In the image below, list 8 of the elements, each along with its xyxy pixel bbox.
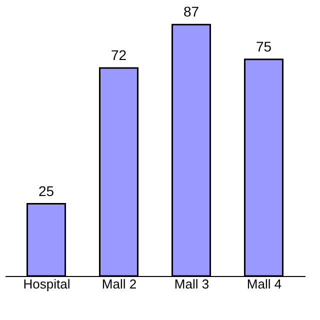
x-tick-label: Mall 3 [174,276,210,292]
x-tick-label: Hospital [23,276,70,292]
data-label: 25 [38,182,54,199]
data-label: 75 [256,38,272,54]
data-label: 72 [110,47,127,63]
data-label: 87 [183,4,200,20]
x-tick-label: Mall 2 [102,276,137,292]
x-tick-label: Mall 4 [246,276,282,292]
